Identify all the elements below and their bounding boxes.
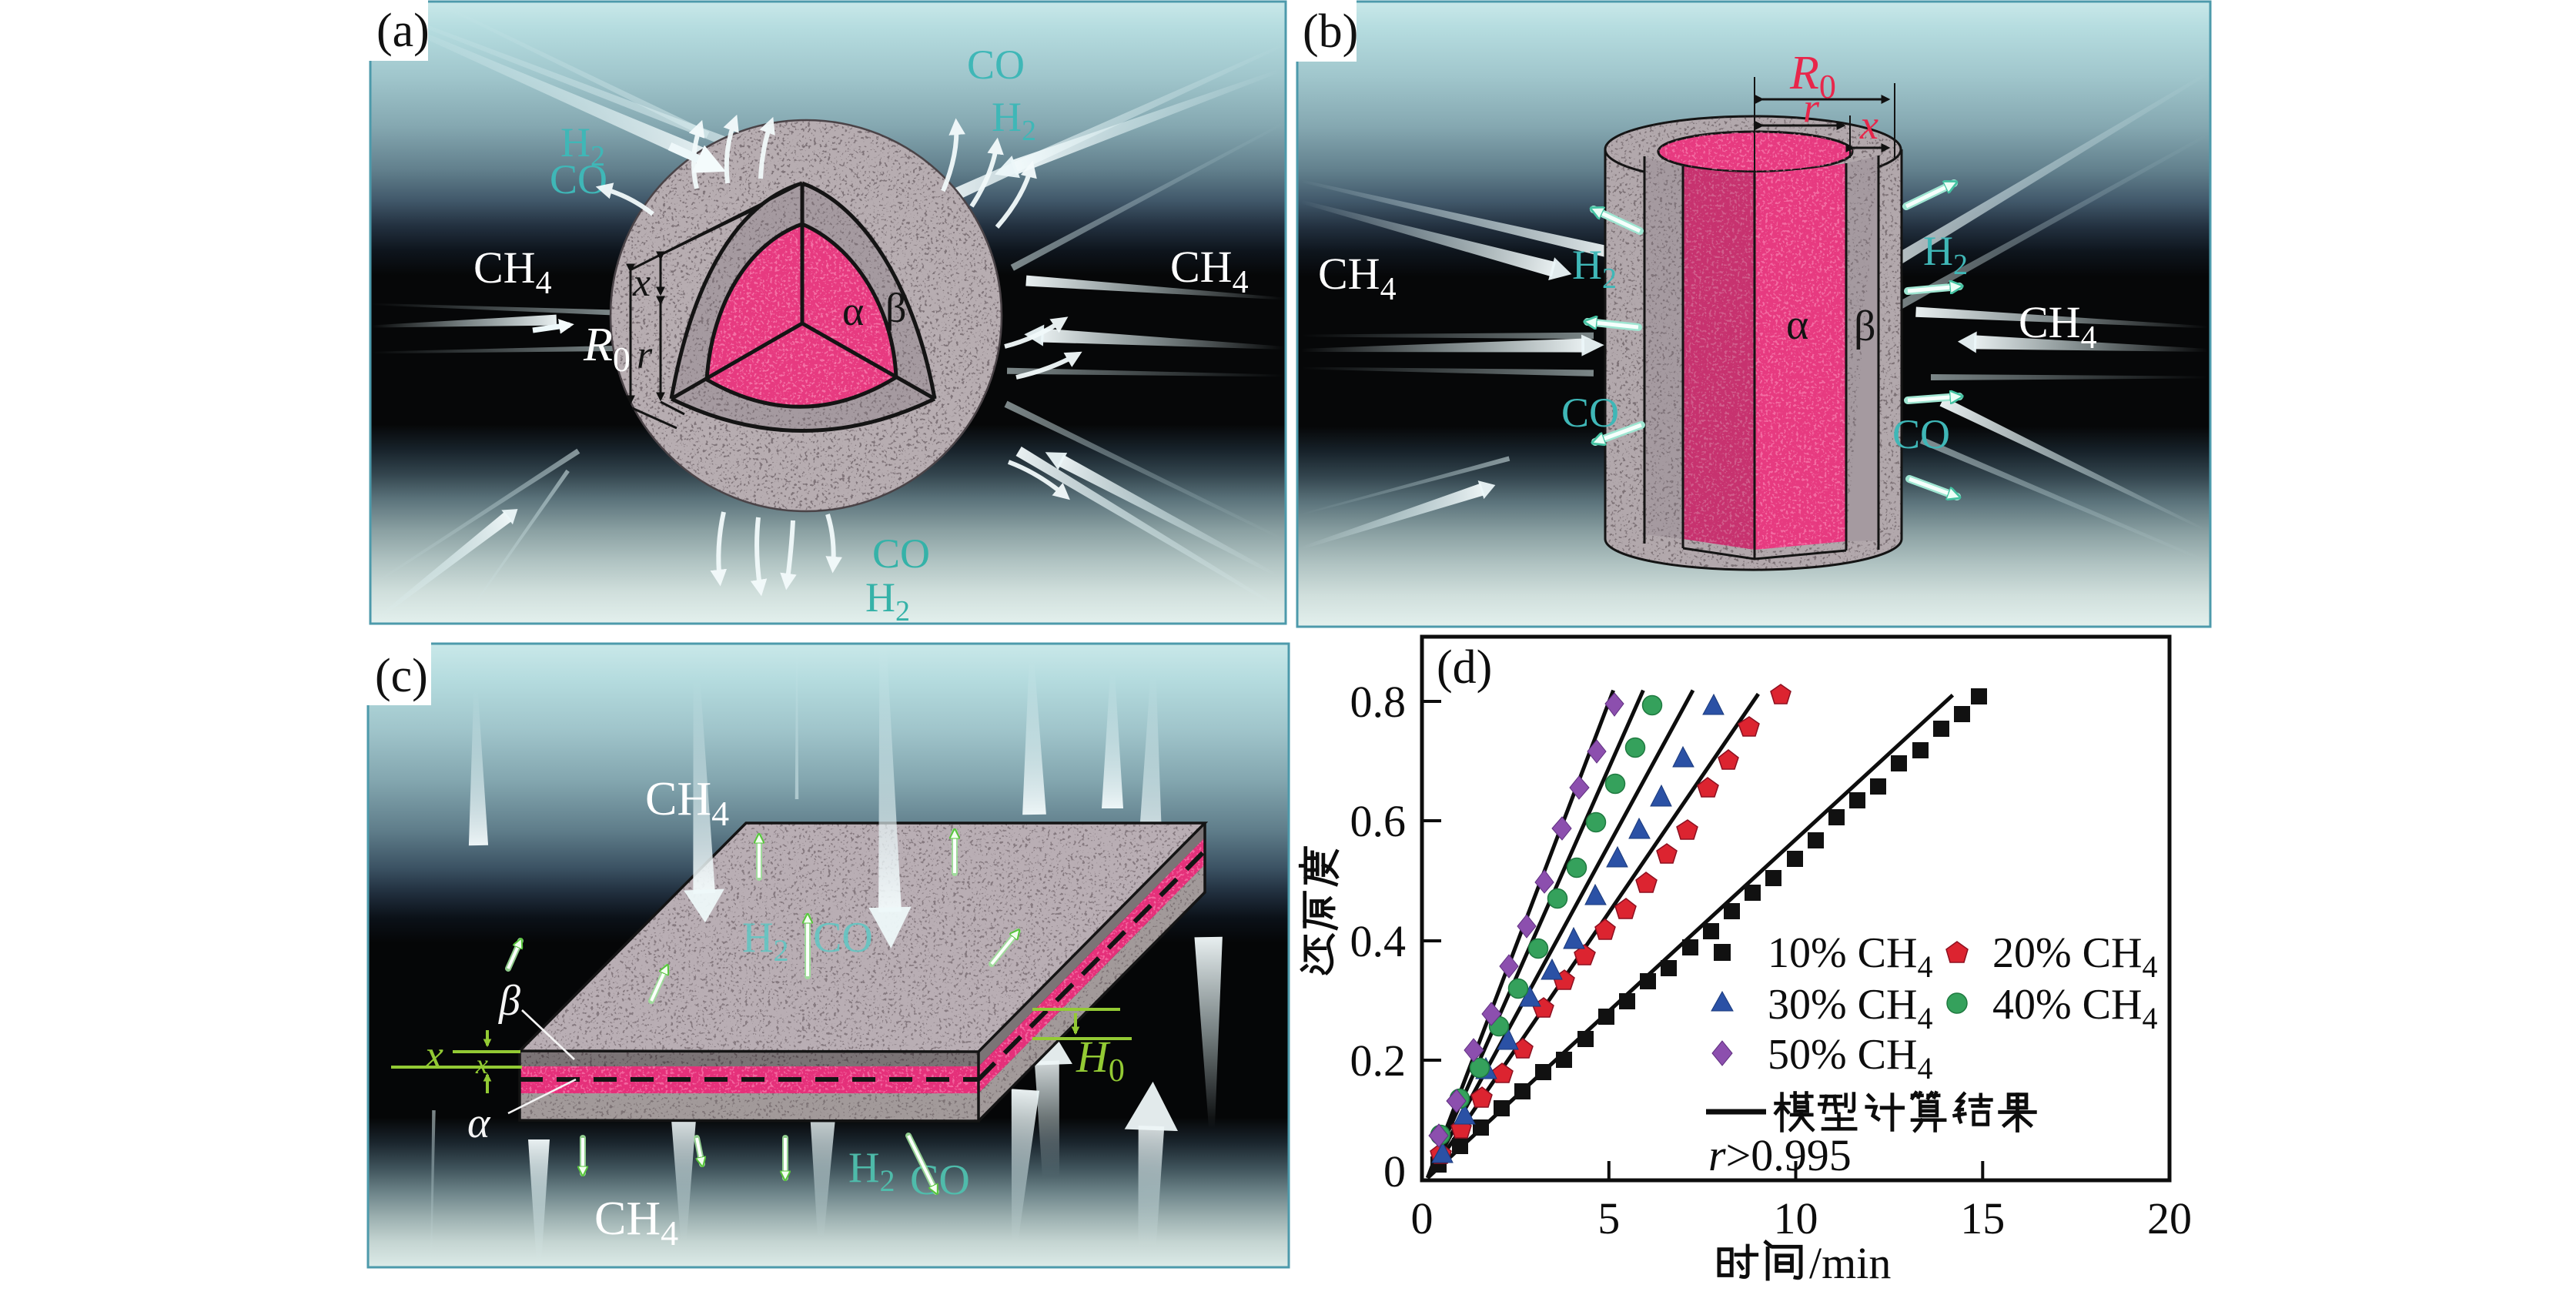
svg-text:H2: H2 <box>742 914 788 968</box>
svg-text:0: 0 <box>1383 1146 1406 1196</box>
svg-text:(c): (c) <box>375 650 428 702</box>
svg-text:(d): (d) <box>1437 641 1492 694</box>
svg-text:/min: /min <box>1809 1238 1891 1288</box>
svg-text:r: r <box>637 333 653 377</box>
svg-text:15: 15 <box>1960 1193 2005 1243</box>
svg-text:20: 20 <box>2147 1193 2192 1243</box>
svg-text:β: β <box>1854 303 1876 350</box>
svg-text:0.4: 0.4 <box>1350 916 1407 966</box>
svg-text:H0: H0 <box>1076 1032 1125 1089</box>
svg-text:x: x <box>424 1032 443 1078</box>
svg-text:r>0.995: r>0.995 <box>1708 1130 1852 1180</box>
svg-text:20% CH4: 20% CH4 <box>1992 929 2157 984</box>
svg-text:α: α <box>467 1099 491 1147</box>
svg-text:β: β <box>885 285 906 331</box>
svg-text:R0: R0 <box>1789 47 1836 105</box>
svg-text:CO: CO <box>1561 390 1619 436</box>
svg-text:α: α <box>1786 301 1808 349</box>
svg-text:0.8: 0.8 <box>1350 677 1407 727</box>
svg-text:(a): (a) <box>376 5 430 57</box>
svg-text:CH4: CH4 <box>645 773 729 833</box>
svg-text:x: x <box>475 1049 488 1079</box>
svg-text:CO: CO <box>550 156 607 202</box>
svg-text:α: α <box>842 288 864 334</box>
svg-text:0.2: 0.2 <box>1350 1036 1407 1086</box>
svg-text:10: 10 <box>1774 1193 1818 1243</box>
svg-text:30% CH4: 30% CH4 <box>1768 981 1932 1036</box>
svg-text:β: β <box>498 977 520 1025</box>
svg-text:10% CH4: 10% CH4 <box>1768 929 1932 984</box>
svg-text:r: r <box>1803 85 1820 131</box>
svg-text:x: x <box>632 261 651 305</box>
svg-text:x: x <box>1859 102 1878 148</box>
svg-text:5: 5 <box>1597 1193 1620 1243</box>
svg-text:0.6: 0.6 <box>1350 796 1407 846</box>
svg-text:CO: CO <box>1892 411 1950 457</box>
svg-text:40% CH4: 40% CH4 <box>1992 981 2157 1036</box>
svg-text:0: 0 <box>1411 1193 1434 1243</box>
svg-text:CO: CO <box>967 42 1025 88</box>
svg-text:50% CH4: 50% CH4 <box>1768 1031 1932 1086</box>
svg-text:(b): (b) <box>1303 5 1358 58</box>
svg-text:CO: CO <box>813 914 873 962</box>
svg-text:CO: CO <box>872 530 930 577</box>
